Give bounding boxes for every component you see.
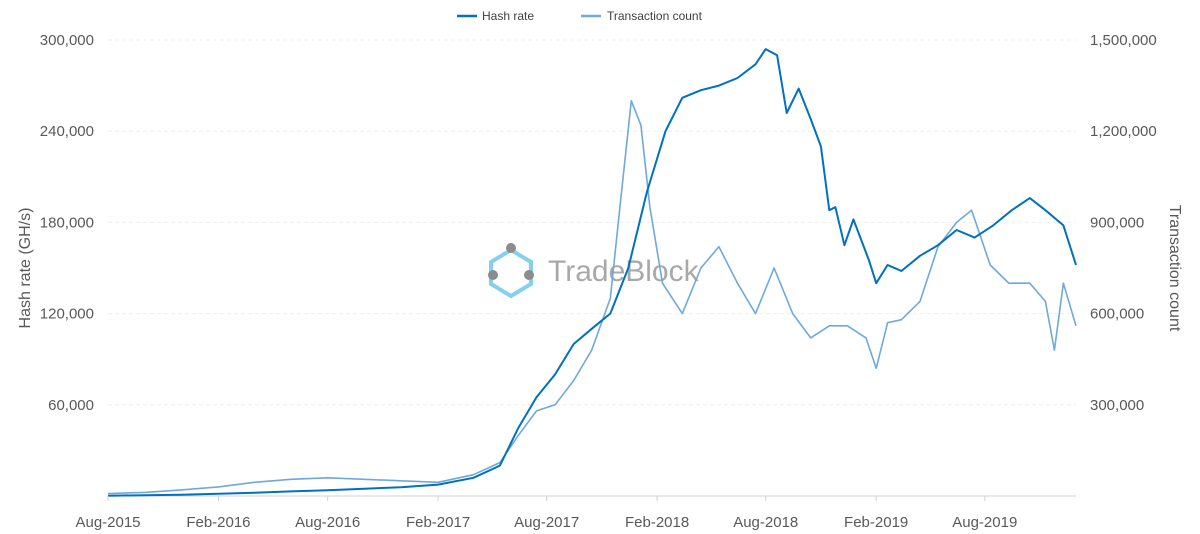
- y-axis-right-title: Transaction count: [1166, 205, 1183, 332]
- x-tick-label-6: Aug-2018: [733, 514, 798, 531]
- y-axis-left: 60,000 120,000 180,000 240,000 300,000: [40, 32, 94, 414]
- y-right-tick-label-0: 300,000: [1090, 397, 1144, 414]
- x-tick-label-7: Feb-2019: [844, 514, 908, 531]
- series-lines: [107, 48, 1077, 497]
- tradeblock-logo-icon: [488, 243, 534, 299]
- legend-label-transaction-count: Transaction count: [607, 9, 703, 23]
- x-tick-label-1: Feb-2016: [186, 514, 250, 531]
- y-axis-right: 300,000 600,000 900,000 1,200,000 1,500,000: [1090, 32, 1157, 414]
- series-line-hash-rate: [107, 48, 1077, 497]
- y-right-tick-label-4: 1,500,000: [1090, 32, 1157, 49]
- y-left-tick-label-0: 60,000: [48, 397, 94, 414]
- x-tick-label-3: Feb-2017: [406, 514, 470, 531]
- x-tick-label-5: Feb-2018: [625, 514, 689, 531]
- gridlines: [108, 39, 1076, 497]
- watermark-text: TradeBlock: [548, 255, 700, 288]
- y-left-tick-label-3: 240,000: [40, 123, 94, 140]
- legend: Hash rate Transaction count: [457, 9, 703, 23]
- x-tick-label-4: Aug-2017: [514, 514, 579, 531]
- x-tick-label-8: Aug-2019: [952, 514, 1017, 531]
- y-right-tick-label-2: 900,000: [1090, 214, 1144, 231]
- tradeblock-watermark: TradeBlock: [488, 243, 700, 299]
- legend-label-hash-rate: Hash rate: [482, 9, 534, 23]
- x-axis: Aug-2015 Feb-2016 Aug-2016 Feb-2017 Aug-2017…: [75, 496, 1017, 531]
- x-tick-label-0: Aug-2015: [75, 514, 140, 531]
- series-line-transaction-count: [107, 100, 1077, 495]
- y-right-tick-label-3: 1,200,000: [1090, 123, 1157, 140]
- y-left-tick-label-4: 300,000: [40, 32, 94, 49]
- y-left-tick-label-2: 180,000: [40, 214, 94, 231]
- y-axis-left-title: Hash rate (GH/s): [17, 208, 34, 329]
- y-right-tick-label-1: 600,000: [1090, 306, 1144, 323]
- y-left-tick-label-1: 120,000: [40, 306, 94, 323]
- x-tick-label-2: Aug-2016: [295, 514, 360, 531]
